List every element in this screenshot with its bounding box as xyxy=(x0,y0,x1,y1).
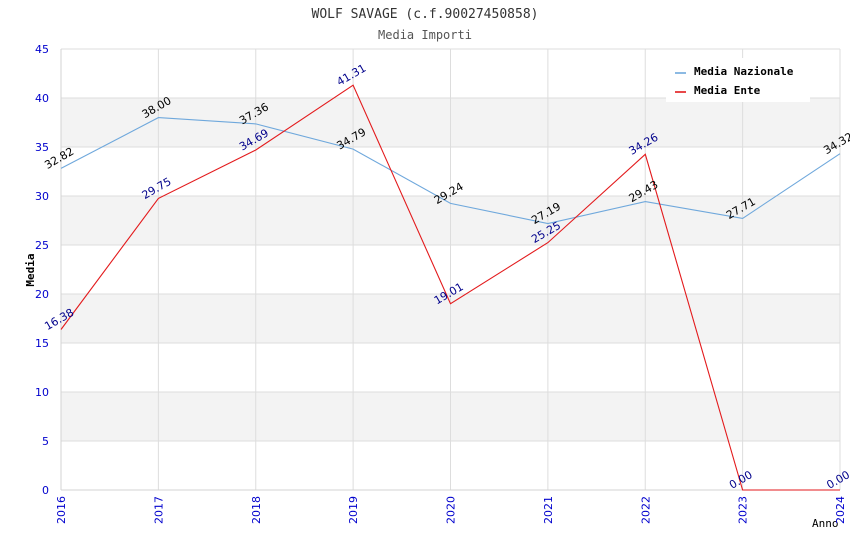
x-tick-labels: 2016 2017 2018 2019 2020 2021 2022 2023 2024 xyxy=(55,496,847,524)
y-tick-label: 30 xyxy=(35,190,49,203)
y-axis-label: Media xyxy=(24,253,37,286)
chart-title: WOLF SAVAGE (c.f.90027450858) xyxy=(312,7,539,22)
x-tick-label: 2017 xyxy=(152,496,165,524)
legend-background xyxy=(666,58,810,102)
x-tick-label: 2016 xyxy=(55,496,68,524)
y-tick-label: 20 xyxy=(35,288,49,301)
series-line-media-ente xyxy=(60,84,840,491)
plot-grid xyxy=(60,48,841,491)
y-tick-label: 35 xyxy=(35,141,49,154)
y-tick-label: 10 xyxy=(35,386,49,399)
y-tick-label: 5 xyxy=(42,435,49,448)
x-tick-label: 2021 xyxy=(542,496,555,524)
x-tick-label: 2023 xyxy=(737,496,750,524)
y-tick-label: 25 xyxy=(35,239,49,252)
x-tick-label: 2024 xyxy=(834,496,847,524)
x-tick-label: 2020 xyxy=(445,496,458,524)
y-tick-labels: 0 5 10 15 20 25 30 35 40 45 xyxy=(35,43,49,497)
y-tick-label: 45 xyxy=(35,43,49,56)
x-tick-label: 2022 xyxy=(639,496,652,524)
legend-label-media-ente: Media Ente xyxy=(694,84,761,97)
y-tick-label: 40 xyxy=(35,92,49,105)
x-tick-label: 2019 xyxy=(347,496,360,524)
series-line-media-nazionale xyxy=(60,117,841,225)
series-lines xyxy=(60,84,841,491)
chart-subtitle: Media Importi xyxy=(378,28,472,42)
x-axis-label: Anno xyxy=(812,517,839,530)
y-tick-label: 0 xyxy=(42,484,49,497)
x-tick-label: 2018 xyxy=(250,496,263,524)
y-tick-label: 15 xyxy=(35,337,49,350)
legend-label-media-nazionale: Media Nazionale xyxy=(694,65,794,78)
legend: Media Nazionale Media Ente xyxy=(666,58,810,102)
